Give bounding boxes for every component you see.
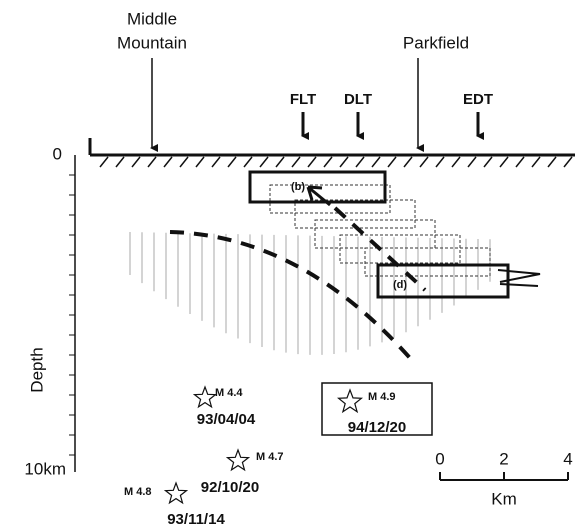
event-magnitude: M 4.7 <box>256 451 284 463</box>
hatch-line <box>563 156 573 168</box>
hatch-line <box>99 156 109 168</box>
event-box <box>321 382 433 436</box>
depth-tick-label: 10km <box>24 459 66 478</box>
event-star <box>225 448 251 472</box>
hatch-line <box>115 156 125 168</box>
depth-label: Depth <box>27 347 46 392</box>
hatch-line <box>419 156 429 168</box>
event-magnitude: M 4.8 <box>124 486 152 498</box>
hatch-line <box>195 156 205 168</box>
scale-unit: Km <box>491 489 517 508</box>
hatch-line <box>163 156 173 168</box>
location-label: Middle <box>127 9 177 28</box>
event-date: 92/10/20 <box>201 479 259 496</box>
hatch-line <box>483 156 493 168</box>
scale-label: 2 <box>499 449 508 468</box>
hatch-line <box>275 156 285 168</box>
hatch-line <box>451 156 461 168</box>
scale-label: 4 <box>563 449 572 468</box>
slip-zone <box>129 232 491 355</box>
slip-patches <box>269 184 491 277</box>
location-label: Parkfield <box>403 33 469 52</box>
fault-trace <box>333 206 427 292</box>
hatch-line <box>403 156 413 168</box>
instrument-label: EDT <box>463 91 493 108</box>
event-date: 93/11/14 <box>167 511 225 528</box>
box-label: (b) <box>291 181 305 193</box>
hatch-line <box>547 156 557 168</box>
event-star <box>163 481 189 505</box>
hatch-line <box>147 156 157 168</box>
hatch-line <box>243 156 253 168</box>
hatch-line <box>131 156 141 168</box>
stars <box>163 385 364 505</box>
hatch-line <box>291 156 301 168</box>
hatch-line <box>259 156 269 168</box>
hatch-line <box>227 156 237 168</box>
hatch-line <box>435 156 445 168</box>
event-date: 93/04/04 <box>197 411 256 428</box>
hatch-line <box>211 156 221 168</box>
scale-label: 0 <box>435 449 444 468</box>
hatch-line <box>355 156 365 168</box>
hatch-line <box>323 156 333 168</box>
hatch-line <box>387 156 397 168</box>
box-label: (d) <box>393 279 407 291</box>
box <box>248 170 387 204</box>
hatch-line <box>467 156 477 168</box>
hatch-line <box>307 156 317 168</box>
location-label: Mountain <box>117 33 187 52</box>
hatch-line <box>499 156 509 168</box>
depth-tick-label: 0 <box>53 144 62 163</box>
event-magnitude: M 4.9 <box>368 391 396 403</box>
hatch-line <box>371 156 381 168</box>
hatch-line <box>339 156 349 168</box>
event-star <box>192 385 218 409</box>
fault-trace <box>169 230 412 360</box>
instrument-label: FLT <box>290 91 316 108</box>
hatch-line <box>531 156 541 168</box>
hatch-line <box>179 156 189 168</box>
hatching <box>99 156 573 168</box>
event-star <box>336 388 364 414</box>
depth-ticks <box>69 174 75 456</box>
motion-arrow <box>306 185 331 207</box>
hatch-line <box>515 156 525 168</box>
motion-arrow <box>497 269 541 287</box>
instrument-label: DLT <box>344 91 372 108</box>
event-date: 94/12/20 <box>348 419 406 436</box>
event-magnitude: M 4.4 <box>215 387 243 399</box>
